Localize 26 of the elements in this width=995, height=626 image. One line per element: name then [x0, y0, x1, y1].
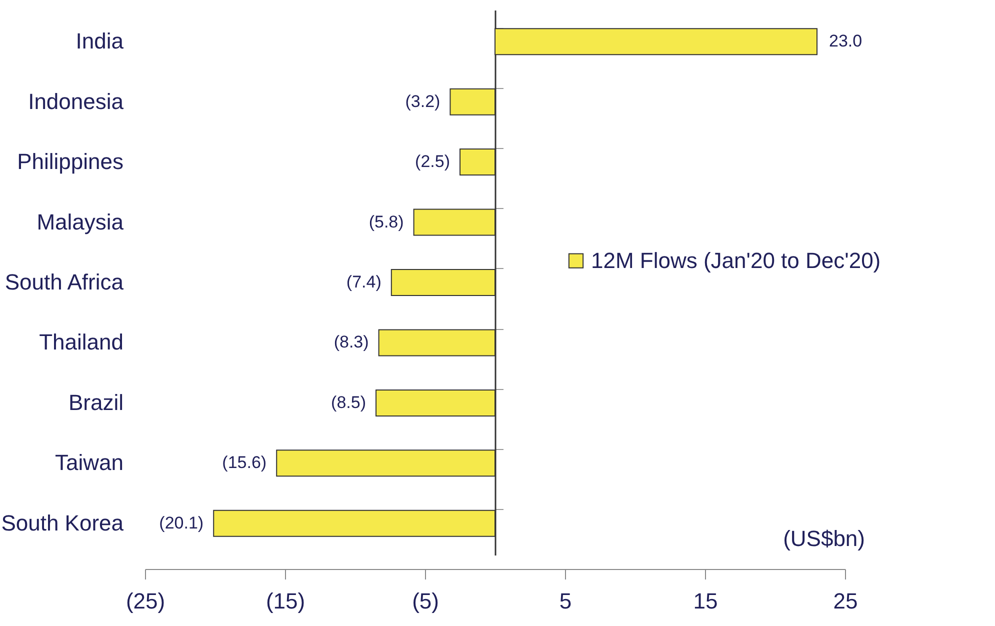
data-label: (8.5) [331, 392, 366, 412]
y-tick-label: Thailand [39, 330, 124, 355]
legend-label: 12M Flows (Jan'20 to Dec'20) [591, 248, 881, 273]
data-label: 23.0 [829, 32, 862, 51]
data-label: (5.8) [368, 212, 404, 232]
data-label: (20.1) [159, 513, 204, 532]
y-tick-label: South Africa [4, 270, 124, 294]
data-label: (8.3) [334, 332, 369, 352]
annotation: (US$bn) [783, 526, 865, 551]
y-tick-label: Malaysia [36, 209, 124, 234]
y-tick-label: Indonesia [28, 88, 124, 114]
data-label: (7.4) [346, 272, 382, 292]
y-tick-label: Taiwan [55, 450, 124, 476]
y-tick-label: South Korea [1, 510, 124, 536]
x-tick-label: (15) [266, 588, 306, 614]
x-tick-label: 15 [693, 588, 718, 614]
data-label: (15.6) [222, 453, 267, 472]
x-tick-label: (5) [412, 588, 439, 614]
y-tick-label: Philippines [17, 149, 124, 174]
x-tick-label: (25) [126, 588, 166, 614]
data-label: (3.2) [405, 92, 440, 111]
data-label: (2.5) [415, 152, 450, 172]
y-tick-label: Brazil [68, 390, 124, 415]
x-tick-label: 5 [559, 588, 572, 614]
x-tick-label: 25 [833, 588, 858, 614]
y-tick-label: India [76, 28, 124, 54]
